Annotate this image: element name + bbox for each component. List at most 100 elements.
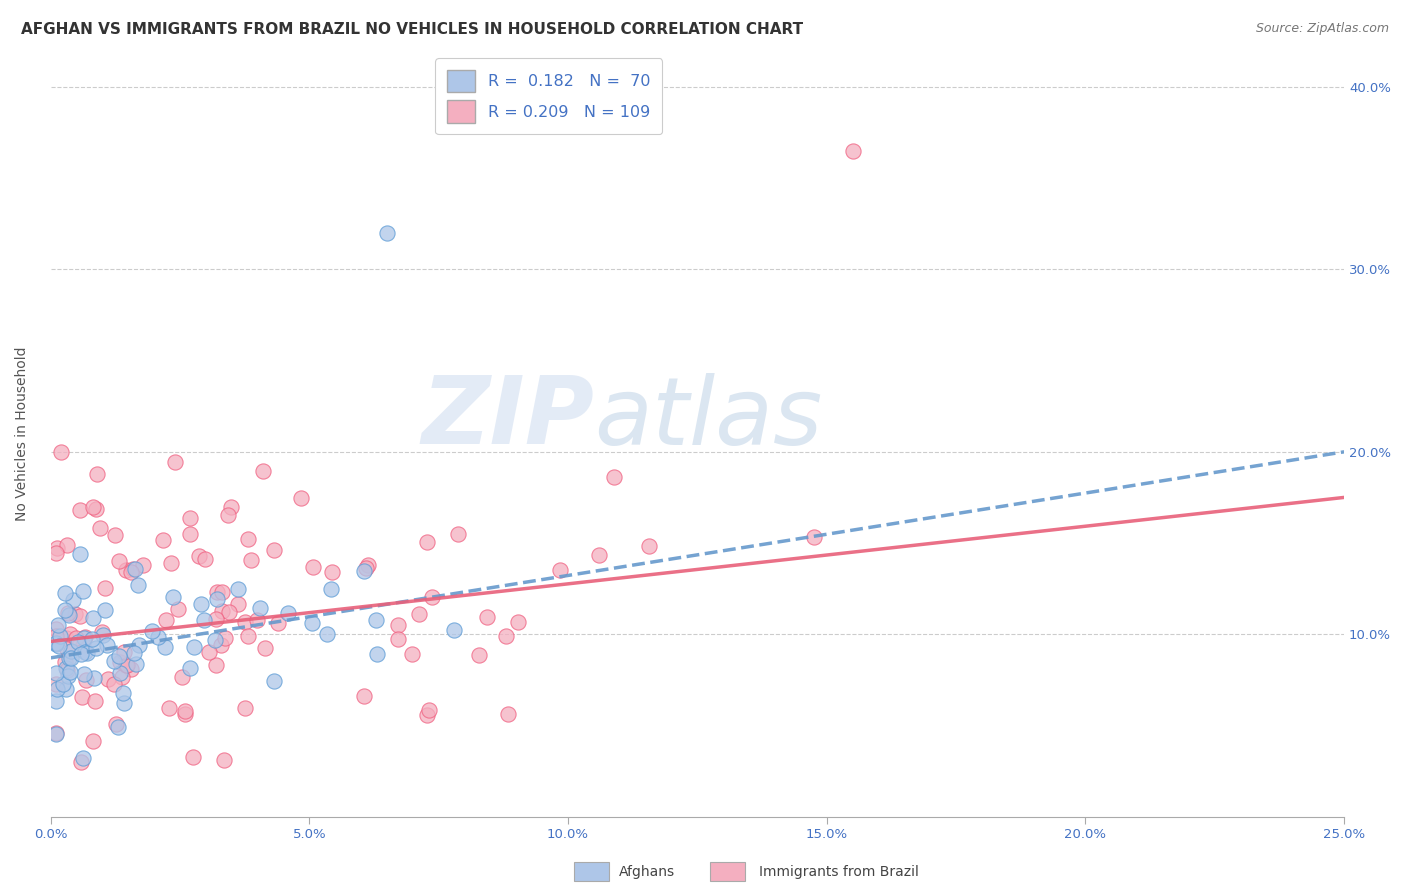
Point <box>301 560 323 574</box>
Point <box>226 597 249 611</box>
Point <box>193 613 215 627</box>
Point <box>45 727 67 741</box>
Point <box>219 500 242 514</box>
Point <box>366 647 388 661</box>
Point <box>263 674 285 689</box>
Legend: R =  0.182   N =  70, R = 0.209   N = 109: R = 0.182 N = 70, R = 0.209 N = 109 <box>436 58 662 134</box>
Point <box>217 508 239 522</box>
Point <box>496 706 519 721</box>
Point <box>122 647 145 661</box>
Point <box>253 641 276 656</box>
Point <box>45 682 67 697</box>
Point <box>226 582 249 596</box>
Point <box>104 716 127 731</box>
Point <box>56 669 79 683</box>
Point <box>803 530 825 544</box>
Point <box>181 750 204 764</box>
Point <box>197 645 219 659</box>
Point <box>45 636 67 650</box>
Point <box>103 654 125 668</box>
Point <box>59 626 82 640</box>
Text: ZIP: ZIP <box>420 372 593 464</box>
Point <box>86 467 108 481</box>
Point <box>86 501 108 516</box>
Point <box>58 650 80 665</box>
Point <box>46 541 69 556</box>
Point <box>73 630 96 644</box>
Point <box>173 707 195 722</box>
Text: Immigrants from Brazil: Immigrants from Brazil <box>759 865 920 880</box>
Text: AFGHAN VS IMMIGRANTS FROM BRAZIL NO VEHICLES IN HOUSEHOLD CORRELATION CHART: AFGHAN VS IMMIGRANTS FROM BRAZIL NO VEHI… <box>21 22 803 37</box>
Point <box>70 648 93 662</box>
Point <box>190 597 212 611</box>
Point <box>72 638 94 652</box>
Point <box>122 562 145 576</box>
Point <box>357 558 380 573</box>
Point <box>55 681 77 696</box>
Point <box>53 655 76 669</box>
Point <box>240 552 263 566</box>
Point <box>69 609 91 624</box>
Point <box>637 539 659 553</box>
Point <box>121 662 143 676</box>
Point <box>65 631 87 645</box>
Point <box>46 618 69 632</box>
Point <box>103 527 125 541</box>
Point <box>58 665 80 679</box>
Point <box>93 603 115 617</box>
Point <box>162 590 184 604</box>
Point <box>86 641 108 656</box>
Point <box>321 565 343 579</box>
Point <box>80 632 103 647</box>
Point <box>90 624 112 639</box>
Point <box>128 638 150 652</box>
Text: Source: ZipAtlas.com: Source: ZipAtlas.com <box>1256 22 1389 36</box>
Point <box>63 607 86 621</box>
Text: atlas: atlas <box>593 373 823 464</box>
Point <box>422 591 444 605</box>
Point <box>53 586 76 600</box>
Point <box>218 606 240 620</box>
Point <box>418 703 440 717</box>
Point <box>76 646 98 660</box>
Point <box>108 665 131 680</box>
Point <box>209 639 232 653</box>
Point <box>55 661 77 675</box>
Point <box>211 584 233 599</box>
Point <box>235 701 257 715</box>
Point <box>112 645 135 659</box>
Point <box>141 624 163 639</box>
Point <box>267 616 290 631</box>
Point <box>205 591 228 606</box>
Point <box>316 627 339 641</box>
Point <box>120 565 142 579</box>
Point <box>124 562 146 576</box>
Point <box>115 563 138 577</box>
Point <box>212 753 235 767</box>
Point <box>55 538 77 552</box>
Point <box>204 612 226 626</box>
Point <box>506 615 529 630</box>
Point <box>45 629 67 643</box>
Point <box>73 631 96 645</box>
Point <box>301 615 323 630</box>
Point <box>45 622 67 636</box>
Point <box>108 649 131 664</box>
Point <box>115 658 138 673</box>
Point <box>56 641 79 656</box>
Point <box>115 658 138 673</box>
Point <box>82 611 104 625</box>
Point <box>165 455 187 469</box>
Point <box>277 606 299 620</box>
Point <box>70 755 93 769</box>
Point <box>83 671 105 685</box>
Point <box>194 551 217 566</box>
Point <box>204 632 226 647</box>
Point <box>401 647 423 661</box>
Point <box>187 549 209 564</box>
Point <box>495 630 517 644</box>
Point <box>45 677 67 691</box>
Point <box>249 601 271 615</box>
Point <box>94 581 117 595</box>
Point <box>354 560 377 574</box>
